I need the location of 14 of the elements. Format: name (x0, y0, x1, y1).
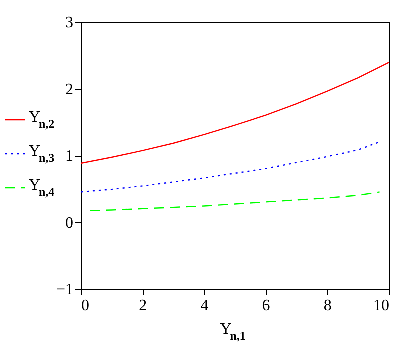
x-tick-label: 4 (200, 298, 209, 314)
x-tick-label: 8 (324, 298, 332, 314)
x-tick-label: 0 (82, 298, 90, 314)
x-tick-label: 10 (374, 298, 390, 314)
line-series (90, 192, 380, 212)
y-tick-label: 1 (66, 148, 74, 165)
line-series (81, 142, 380, 193)
x-tick-label: 2 (139, 298, 148, 314)
y-tick-label: 2 (66, 81, 74, 98)
line-series (81, 62, 389, 164)
x-tick-label: 6 (262, 298, 270, 314)
y-tick-label: 0 (66, 214, 74, 232)
y-tick-label: −1 (56, 282, 74, 298)
y-tick-label: 3 (66, 14, 74, 32)
